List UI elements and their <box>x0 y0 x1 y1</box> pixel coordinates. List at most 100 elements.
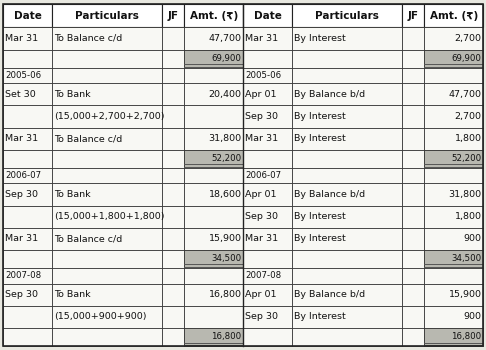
Bar <box>3 168 52 183</box>
Bar <box>185 127 243 150</box>
Text: By Interest: By Interest <box>295 312 346 321</box>
Bar <box>3 284 52 306</box>
Bar <box>52 328 162 346</box>
Bar <box>52 228 162 250</box>
Bar <box>185 228 243 250</box>
Text: To Bank: To Bank <box>54 190 91 199</box>
Bar <box>185 183 243 205</box>
Bar <box>243 168 293 183</box>
Bar <box>162 306 185 328</box>
Bar <box>424 49 483 68</box>
Bar <box>185 328 243 346</box>
Bar <box>293 268 402 284</box>
Text: Date: Date <box>254 11 282 21</box>
Bar <box>162 127 185 150</box>
Text: 900: 900 <box>464 234 482 243</box>
Text: Mar 31: Mar 31 <box>5 134 38 143</box>
Bar <box>293 68 402 83</box>
Bar <box>52 27 162 49</box>
Text: (15,000+2,700+2,700): (15,000+2,700+2,700) <box>54 112 165 121</box>
Text: Sep 30: Sep 30 <box>5 290 38 299</box>
Text: By Interest: By Interest <box>295 234 346 243</box>
Bar <box>162 105 185 127</box>
Bar <box>185 168 243 183</box>
Text: Mar 31: Mar 31 <box>5 234 38 243</box>
Bar <box>185 27 243 49</box>
Text: Amt. (₹): Amt. (₹) <box>190 11 238 21</box>
Bar <box>3 150 52 168</box>
Bar <box>293 49 402 68</box>
Bar <box>402 83 424 105</box>
Bar <box>424 268 483 284</box>
Text: 16,800: 16,800 <box>208 290 242 299</box>
Bar <box>293 4 402 27</box>
Bar <box>402 68 424 83</box>
Text: (15,000+1,800+1,800): (15,000+1,800+1,800) <box>54 212 165 221</box>
Bar <box>185 4 243 27</box>
Bar <box>424 68 483 83</box>
Bar <box>162 228 185 250</box>
Bar <box>185 268 243 284</box>
Bar <box>293 183 402 205</box>
Bar <box>293 150 402 168</box>
Text: 34,500: 34,500 <box>451 254 482 263</box>
Bar <box>3 228 52 250</box>
Bar <box>162 83 185 105</box>
Text: To Balance c/d: To Balance c/d <box>54 134 122 143</box>
Text: By Balance b/d: By Balance b/d <box>295 90 365 99</box>
Bar <box>185 68 243 83</box>
Text: By Balance b/d: By Balance b/d <box>295 290 365 299</box>
Bar <box>162 205 185 228</box>
Text: 2,700: 2,700 <box>454 112 482 121</box>
Bar <box>402 150 424 168</box>
Text: 47,700: 47,700 <box>208 34 242 43</box>
Bar <box>185 105 243 127</box>
Text: JF: JF <box>408 11 418 21</box>
Text: JF: JF <box>168 11 179 21</box>
Bar <box>185 49 243 68</box>
Text: To Bank: To Bank <box>54 90 91 99</box>
Text: By Interest: By Interest <box>295 112 346 121</box>
Bar <box>243 284 293 306</box>
Text: Mar 31: Mar 31 <box>245 234 278 243</box>
Bar <box>424 27 483 49</box>
Bar <box>424 83 483 105</box>
Bar <box>293 306 402 328</box>
Bar <box>3 49 52 68</box>
Text: Sep 30: Sep 30 <box>245 312 278 321</box>
Bar <box>243 127 293 150</box>
Text: Set 30: Set 30 <box>5 90 36 99</box>
Bar <box>52 306 162 328</box>
Bar <box>243 150 293 168</box>
Text: Apr 01: Apr 01 <box>245 190 277 199</box>
Text: By Interest: By Interest <box>295 34 346 43</box>
Text: 52,200: 52,200 <box>211 154 242 163</box>
Bar <box>185 306 243 328</box>
Bar <box>243 83 293 105</box>
Bar <box>162 183 185 205</box>
Bar <box>293 328 402 346</box>
Bar <box>162 27 185 49</box>
Text: 15,900: 15,900 <box>208 234 242 243</box>
Bar <box>3 306 52 328</box>
Bar <box>293 284 402 306</box>
Text: Particulars: Particulars <box>315 11 379 21</box>
Text: 2007-08: 2007-08 <box>245 271 281 280</box>
Bar <box>243 328 293 346</box>
Bar <box>402 4 424 27</box>
Bar <box>293 168 402 183</box>
Text: (15,000+900+900): (15,000+900+900) <box>54 312 147 321</box>
Bar <box>3 68 52 83</box>
Bar <box>3 250 52 268</box>
Bar <box>162 328 185 346</box>
Bar <box>424 306 483 328</box>
Text: To Balance c/d: To Balance c/d <box>54 34 122 43</box>
Bar <box>3 4 52 27</box>
Bar <box>293 127 402 150</box>
Bar <box>243 105 293 127</box>
Bar <box>424 228 483 250</box>
Bar <box>243 228 293 250</box>
Bar <box>185 150 243 168</box>
Bar <box>3 328 52 346</box>
Bar <box>185 205 243 228</box>
